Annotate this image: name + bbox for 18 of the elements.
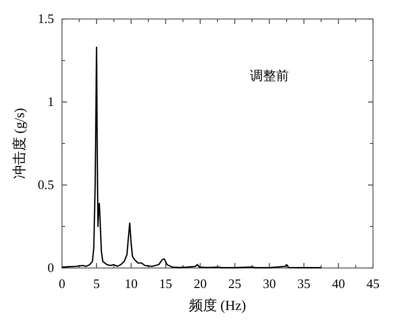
y-tick-label: 1	[48, 94, 54, 109]
x-tick-label: 25	[228, 276, 242, 291]
x-tick-label: 0	[58, 276, 66, 291]
x-tick-label: 40	[332, 276, 345, 291]
y-tick-label: 0.5	[38, 177, 54, 192]
x-tick-label: 10	[124, 276, 138, 291]
y-tick-label: 1.5	[38, 11, 54, 26]
line-series	[61, 46, 322, 268]
x-axis-title: 频度 (Hz)	[188, 298, 246, 314]
annotation: 调整前	[250, 68, 289, 83]
y-axis-title: 冲击度 (g/s)	[12, 108, 28, 180]
x-tick-label: 15	[159, 276, 172, 291]
y-tick-label: 0	[48, 260, 54, 275]
x-tick-label: 20	[194, 276, 207, 291]
x-tick-label: 30	[262, 276, 276, 291]
x-tick-label: 35	[297, 276, 310, 291]
x-tick-label: 5	[93, 276, 100, 291]
x-tick-label: 45	[366, 276, 380, 291]
